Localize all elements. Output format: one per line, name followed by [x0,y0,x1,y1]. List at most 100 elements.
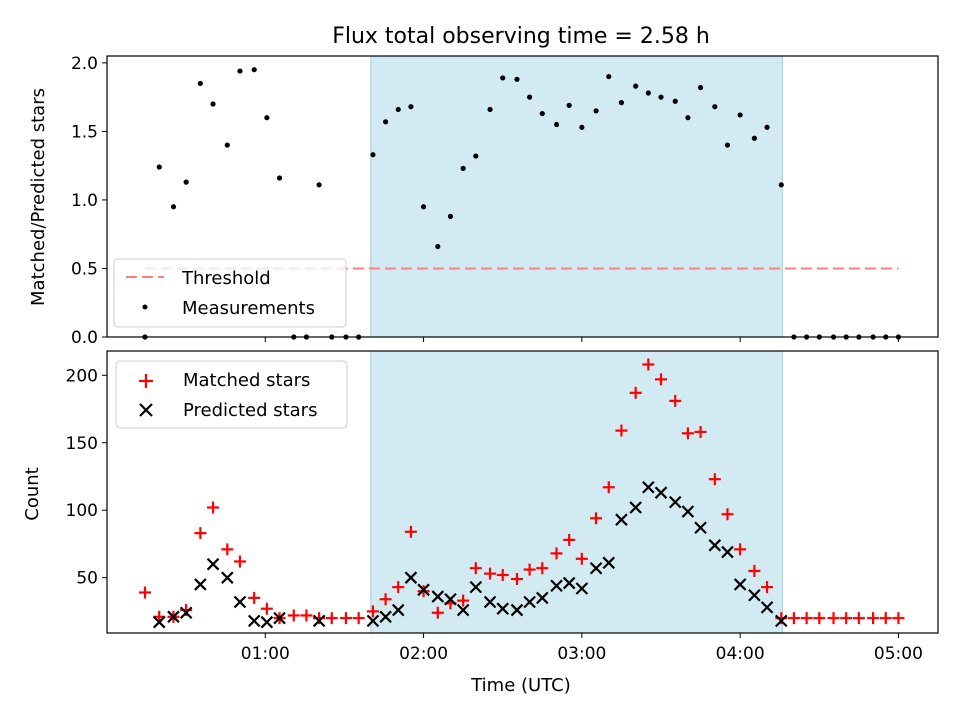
matched-point [496,568,509,581]
x-tick-label: 04:00 [716,644,765,664]
predicted-point [496,602,509,615]
matched-point [457,594,470,607]
measurement-point [527,94,533,100]
matched-point [879,612,892,625]
matched-point [602,481,615,494]
x-tick-label: 05:00 [874,644,923,664]
bottom-axes-frame [106,350,939,634]
measurement-point [395,106,401,113]
measurement-point [500,75,506,81]
predicted-point [562,576,576,590]
predicted-point [775,614,788,628]
matched-point [800,612,813,625]
predicted-point [681,505,695,518]
predicted-point [366,614,380,628]
predicted-point [536,591,549,605]
matched-point [260,602,273,615]
matched-point [734,543,747,556]
matched-point [404,525,417,538]
y-tick-label: 50 [76,569,98,589]
measurement-point [224,142,230,148]
predicted-point [642,480,655,494]
measurement-point [487,106,493,113]
matched-point [194,527,207,540]
measurement-point [276,175,283,181]
measurement-point [764,124,770,130]
matched-point [431,606,444,619]
measurement-point [672,98,678,104]
measurement-point [579,124,585,130]
predicted-point [444,592,457,606]
matched-point [523,563,536,576]
measurement-point [778,182,784,188]
matched-point [892,612,905,625]
measurement-point [183,179,189,185]
matched-point [221,543,234,556]
matched-point [761,581,774,594]
matched-point [233,555,246,568]
measurement-point [408,104,414,110]
predicted-series [152,480,788,629]
bottom-shaded-span [370,350,783,634]
predicted-point [273,611,286,625]
measurement-point [724,142,731,148]
matched-point [721,508,734,521]
matched-point [748,564,761,577]
matched-point [575,552,588,565]
x-tick-label: 03:00 [557,644,606,664]
predicted-point [668,495,682,509]
predicted-point [575,582,589,595]
predicted-point [760,601,774,614]
matched-point [352,612,365,625]
bottom-legend-box [115,360,348,429]
top-legend-box [113,258,347,328]
predicted-point [629,501,642,514]
measurement-point [473,153,479,159]
matched-point [669,394,682,407]
x-axis-label: Time (UTC) [470,675,571,696]
predicted-point [206,557,220,571]
matched-point [340,612,353,625]
matched-point [708,473,721,486]
measurement-point [264,115,270,121]
chart-title: Flux total observing time = 2.58 h [332,24,710,49]
measurement-point [618,100,625,106]
top-axes-frame [106,55,939,338]
predicted-point [733,578,747,591]
matched-point [287,609,300,622]
predicted-point [431,590,445,603]
matched-point [813,612,826,625]
matched-point [694,425,707,438]
measurement-point [645,90,651,96]
measurement-point [435,243,441,250]
legend-predicted-label: Predicted stars [183,400,317,421]
predicted-point [221,571,234,584]
measurement-point [156,164,162,170]
measurement-point [606,73,612,80]
measurement-point [251,67,257,73]
top-shaded-span [370,55,783,338]
matched-point [379,593,392,606]
predicted-point [194,578,207,591]
bottom-y-axis-label: Count [22,467,43,520]
matched-point [827,612,840,625]
predicted-point [404,571,418,584]
predicted-point [469,580,483,594]
predicted-point [391,603,405,617]
predicted-point [417,583,430,597]
matched-point [681,427,694,440]
measurement-point [447,213,454,219]
predicted-point [602,556,616,570]
bottom-panel: 50 100 150 200 01:00 02:00 03:00 04:00 05:00 Co… [22,350,939,696]
matched-point [366,605,379,618]
measurement-point [382,119,389,125]
matched-point [469,562,482,575]
matched-point [629,386,642,399]
measurement-point [210,101,216,107]
legend-matched-swatch [139,374,153,388]
predicted-point [510,603,524,617]
matched-point [655,373,667,386]
measurement-point [316,182,322,188]
measurement-point [566,102,572,108]
